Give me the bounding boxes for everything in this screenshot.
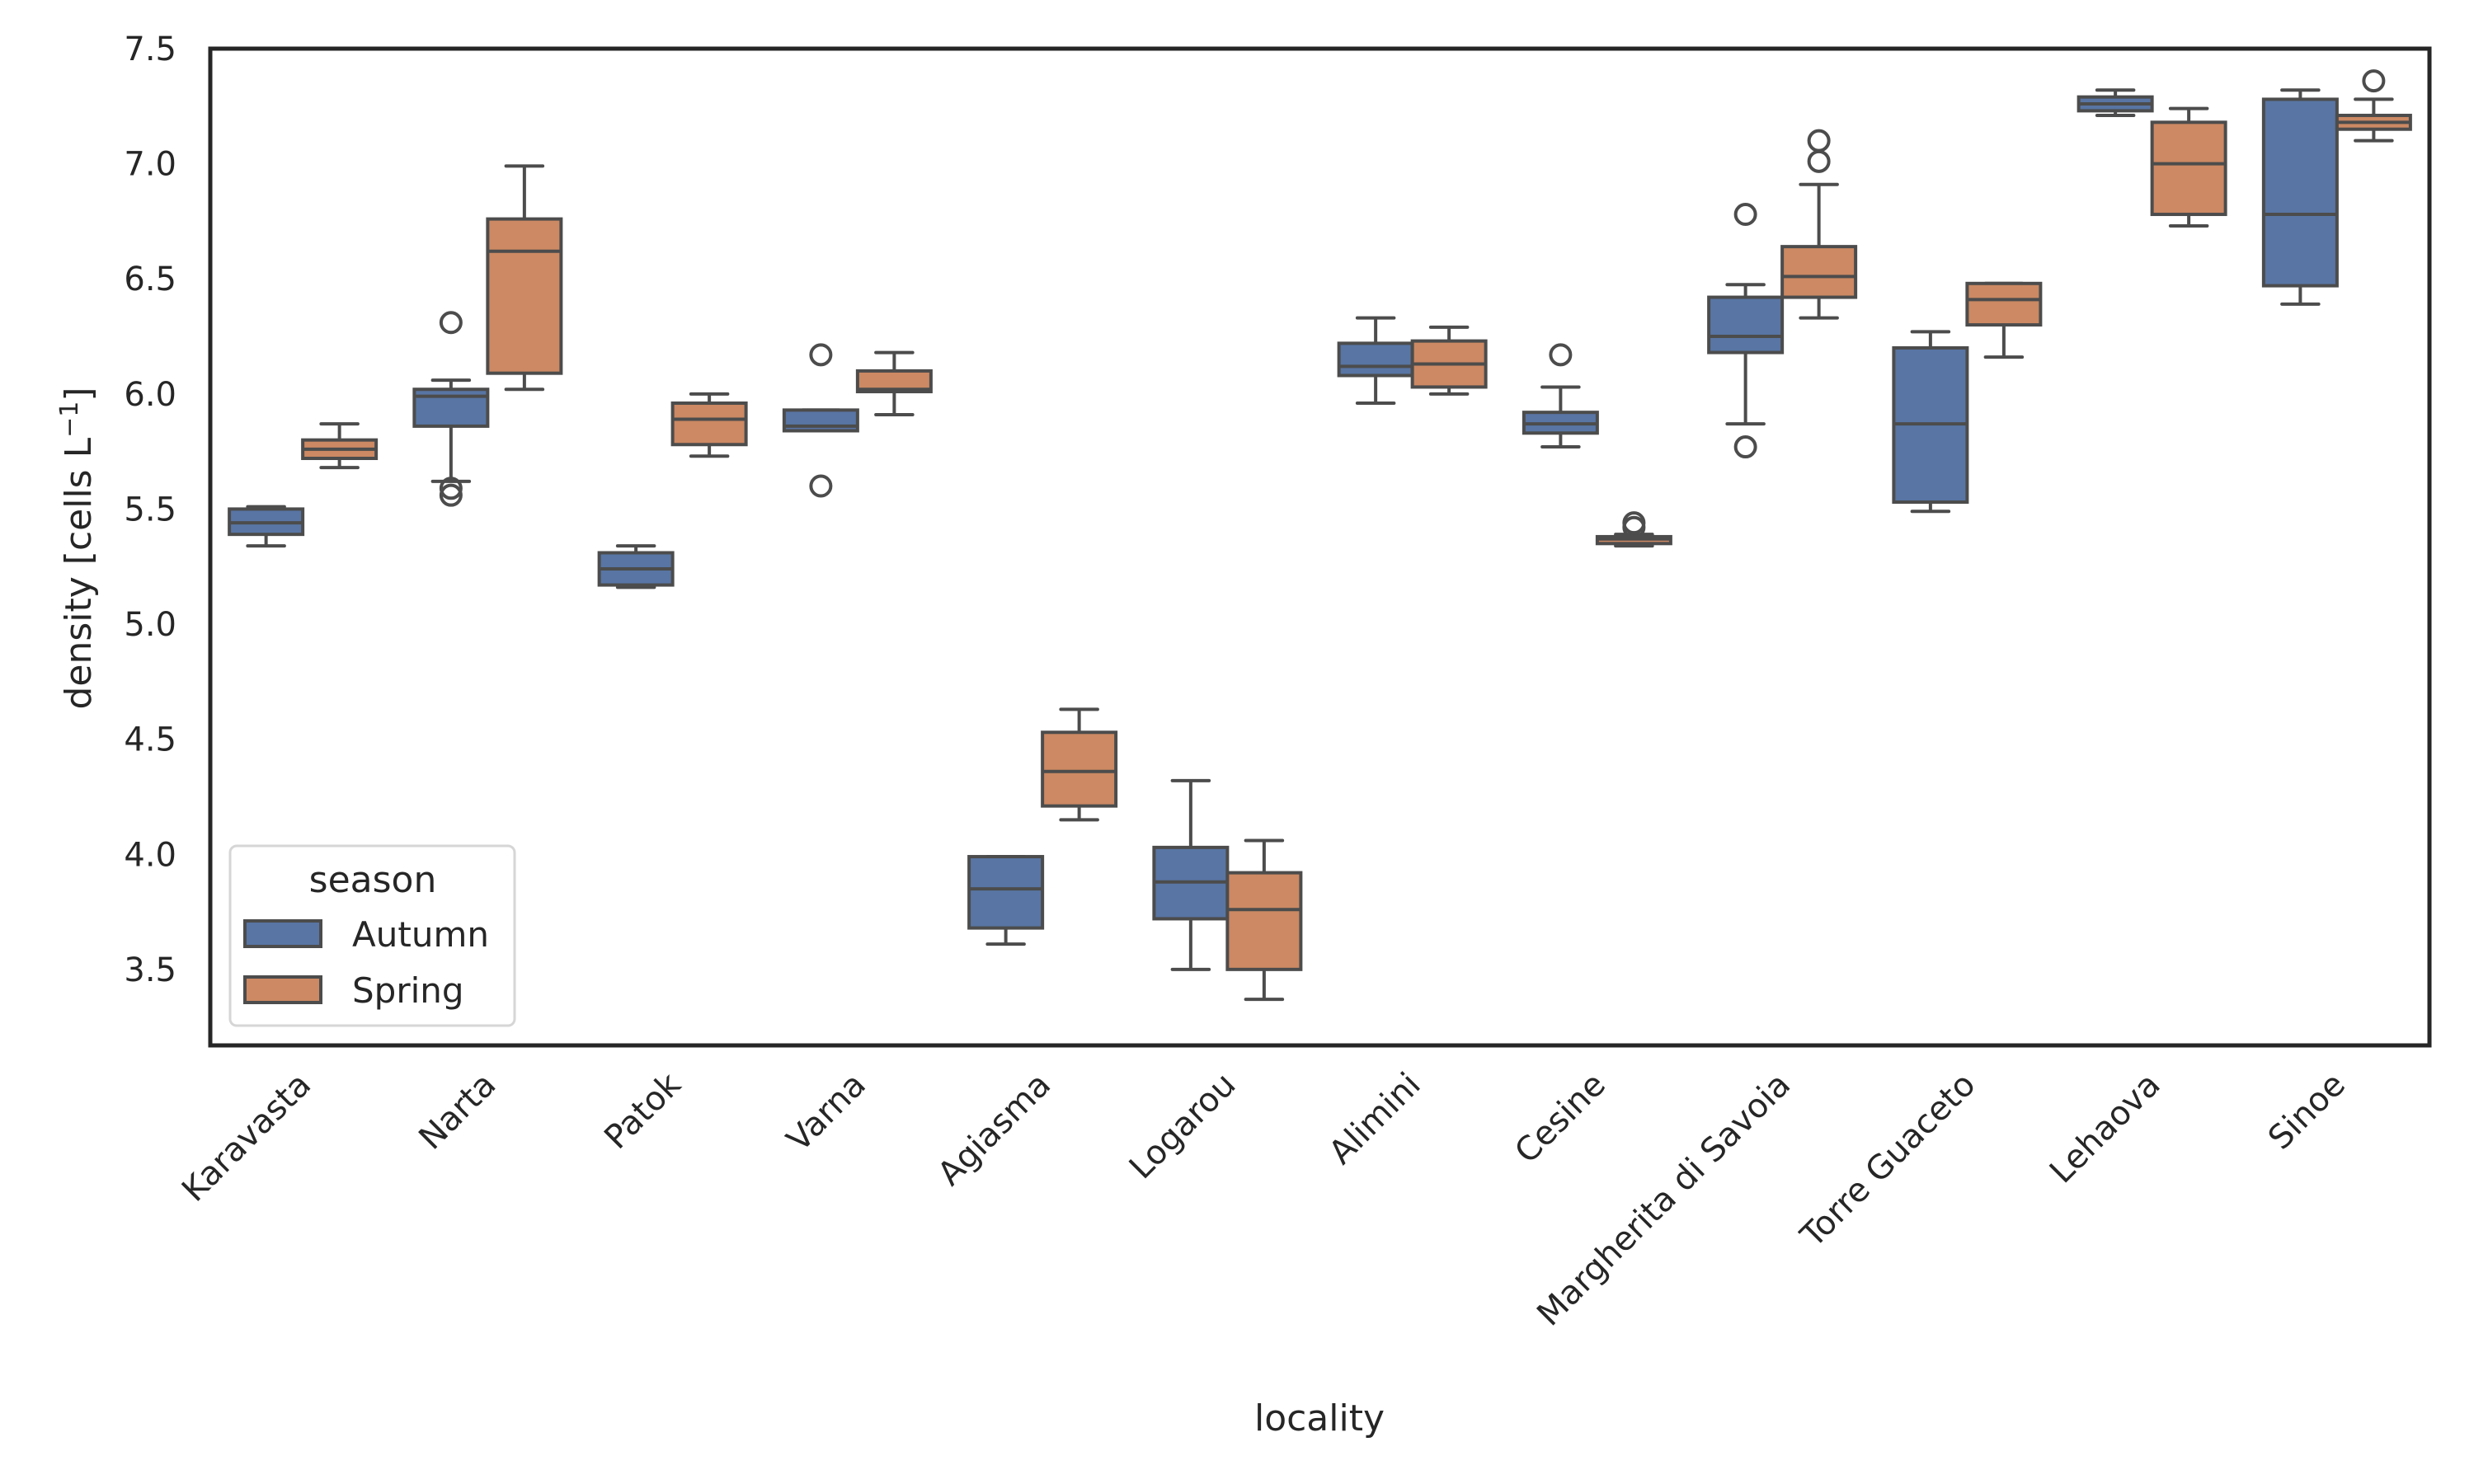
box-spring-torre-guaceto: [1965, 281, 2043, 359]
boxes-layer: [228, 69, 2412, 1002]
box-iqr: [2261, 97, 2339, 288]
box-spring-patok: [670, 392, 748, 458]
legend-swatch-autumn: [243, 919, 322, 948]
box-spring-narta: [486, 164, 563, 392]
box-autumn-lehaova: [2077, 88, 2154, 117]
box-iqr: [1337, 341, 1414, 378]
y-tick-label: 5.5: [124, 491, 176, 528]
box-iqr: [1225, 871, 1303, 971]
box-spring-lehaova: [2150, 106, 2227, 228]
outlier-point: [1733, 435, 1757, 459]
box-autumn-narta: [412, 311, 490, 507]
box-autumn-sinoe: [2261, 88, 2339, 306]
outlier-point: [2362, 69, 2386, 93]
legend-label-autumn: Autumn: [352, 914, 489, 955]
y-axis-label-main: density [cells L: [58, 437, 100, 709]
box-autumn-margherita-di-savoia: [1707, 203, 1785, 459]
y-tick-label: 7.0: [124, 146, 176, 184]
box-autumn-patok: [597, 544, 675, 589]
legend-swatch-spring: [243, 975, 322, 1004]
y-tick-label: 6.0: [124, 376, 176, 414]
outlier-point: [1807, 149, 1831, 173]
box-autumn-varna: [782, 343, 859, 498]
box-spring-varna: [855, 350, 933, 416]
box-spring-margherita-di-savoia: [1780, 129, 1858, 320]
y-tick-label: 3.5: [124, 951, 176, 989]
outlier-point: [439, 483, 463, 507]
box-spring-karavasta: [301, 422, 379, 470]
box-iqr: [2150, 120, 2227, 217]
box-autumn-logarou: [1152, 778, 1230, 971]
box-spring-alimini: [1410, 325, 1488, 396]
box-iqr: [1041, 730, 1118, 808]
box-iqr: [967, 855, 1045, 930]
y-tick-label: 6.5: [124, 261, 176, 298]
legend: season Autumn Spring: [228, 844, 516, 1027]
outlier-point: [1549, 343, 1573, 367]
y-tick-label: 4.5: [124, 721, 176, 759]
box-spring-agiasma: [1041, 707, 1118, 822]
y-axis-label-suffix: ]: [58, 387, 100, 401]
box-autumn-cesine: [1522, 343, 1599, 449]
y-axis-label-superscript: −1: [55, 402, 84, 438]
box-spring-cesine: [1595, 511, 1672, 548]
outlier-point: [439, 311, 463, 335]
box-spring-logarou: [1225, 838, 1303, 1002]
outlier-point: [1622, 515, 1646, 539]
y-tick-label: 5.0: [124, 606, 176, 644]
box-iqr: [1780, 245, 1858, 299]
outlier-point: [809, 474, 833, 498]
outlier-point: [439, 477, 463, 500]
box-iqr: [1707, 295, 1785, 355]
outlier-point: [1733, 203, 1757, 227]
legend-label-spring: Spring: [352, 970, 464, 1011]
y-axis-label: density [cells L−1]: [55, 387, 100, 709]
box-autumn-alimini: [1337, 316, 1414, 405]
box-autumn-agiasma: [967, 855, 1045, 946]
plot-frame: [208, 46, 2432, 1048]
box-autumn-karavasta: [228, 505, 305, 548]
outlier-point: [809, 343, 833, 367]
x-axis-label: locality: [1254, 1397, 1385, 1439]
box-spring-sinoe: [2335, 69, 2412, 143]
y-axis-ticks: 3.5 4.0 4.5 5.0 5.5 6.0 6.5 7.0 7.5: [124, 31, 176, 989]
legend-title: season: [309, 859, 437, 901]
y-tick-label: 7.5: [124, 31, 176, 68]
box-autumn-torre-guaceto: [1892, 330, 1969, 514]
y-tick-label: 4.0: [124, 836, 176, 874]
box-iqr: [486, 217, 563, 375]
box-iqr: [670, 401, 748, 447]
box-iqr: [1965, 281, 2043, 327]
